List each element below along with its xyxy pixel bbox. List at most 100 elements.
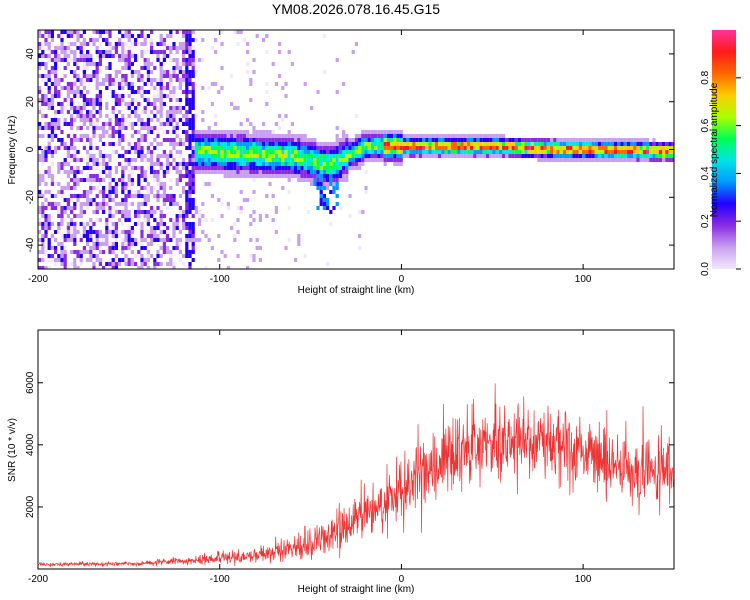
spectrogram-cell xyxy=(127,178,131,182)
spectrogram-cell xyxy=(175,66,179,70)
spectrogram-cell xyxy=(146,62,150,66)
spectrogram-cell xyxy=(294,166,298,170)
spectrogram-cell xyxy=(610,158,614,162)
spectrogram-cell xyxy=(95,210,99,214)
spectrogram-cell xyxy=(351,146,355,150)
spectrogram-cell xyxy=(124,218,128,222)
spectrogram-cell xyxy=(146,34,150,38)
spectrogram-cell xyxy=(73,242,77,246)
spectrogram-cell xyxy=(614,146,618,150)
spectrogram-cell xyxy=(89,178,93,182)
spectrogram-cell xyxy=(92,126,96,130)
spectrogram-cell xyxy=(169,114,173,118)
spectrogram-cell xyxy=(185,102,189,106)
spectrogram-cell xyxy=(47,42,51,46)
spectrogram-cell xyxy=(655,154,659,158)
spectrogram-cell xyxy=(364,170,368,174)
spectrogram-cell xyxy=(127,86,131,90)
spectrogram-cell xyxy=(188,146,192,150)
spectrogram-cell xyxy=(252,130,256,134)
spectrogram-cell xyxy=(338,142,342,146)
spectrogram-cell xyxy=(95,54,99,58)
spectrogram-cell xyxy=(166,226,170,230)
spectrogram-cell xyxy=(479,138,483,142)
spectrogram-cell xyxy=(297,134,301,138)
spectrogram-cell xyxy=(268,174,272,178)
spectrogram-cell xyxy=(492,142,496,146)
spectrogram-cell xyxy=(127,182,131,186)
spectrogram-cell xyxy=(178,70,182,74)
spectrogram-cell xyxy=(118,218,122,222)
spectrogram-cell xyxy=(86,58,90,62)
spectrogram-cell xyxy=(239,210,243,214)
spectrogram-cell xyxy=(527,142,531,146)
colorbar-tick-label: 0.2 xyxy=(700,214,711,228)
spectrogram-cell xyxy=(204,142,208,146)
spectrogram-cell xyxy=(73,118,77,122)
spectrogram-cell xyxy=(182,222,186,226)
spectrogram-cell xyxy=(662,158,666,162)
spectrogram-cell xyxy=(582,154,586,158)
spectrogram-cell xyxy=(63,46,67,50)
spectrogram-cell xyxy=(82,98,86,102)
spectrogram-cell xyxy=(223,254,227,258)
spectrogram-cell xyxy=(156,98,160,102)
spectrogram-cell xyxy=(185,118,189,122)
spectrogram-cell xyxy=(642,138,646,142)
spectrogram-cell xyxy=(396,134,400,138)
spectrogram-cell xyxy=(169,142,173,146)
spectrogram-cell xyxy=(105,238,109,242)
spectrogram-cell xyxy=(79,214,83,218)
spectrogram-cell xyxy=(105,30,109,34)
spectrogram-cell xyxy=(41,74,45,78)
spectrogram-cell xyxy=(188,138,192,142)
spectrogram-cell xyxy=(265,130,269,134)
spectrogram-cell xyxy=(92,62,96,66)
spectrogram-cell xyxy=(70,178,74,182)
spectrogram-cell xyxy=(95,266,99,269)
spectrogram-cell xyxy=(70,50,74,54)
spectrogram-cell xyxy=(89,250,93,254)
spectrogram-cell xyxy=(639,138,643,142)
spectrogram-cell xyxy=(188,50,192,54)
spectrogram-cell xyxy=(620,146,624,150)
spectrogram-cell xyxy=(319,142,323,146)
spectrogram-cell xyxy=(156,118,160,122)
spectrogram-cell xyxy=(127,226,131,230)
spectrogram-cell xyxy=(281,150,285,154)
spectrogram-cell xyxy=(140,150,144,154)
spectrogram-cell xyxy=(143,138,147,142)
spectrogram-cell xyxy=(70,158,74,162)
spectrogram-cell xyxy=(118,98,122,102)
spectrogram-cell xyxy=(380,142,384,146)
spectrogram-cell xyxy=(182,142,186,146)
spectrogram-cell xyxy=(380,130,384,134)
spectrogram-cell xyxy=(265,150,269,154)
spectrogram-cell xyxy=(591,138,595,142)
spectrogram-cell xyxy=(102,162,106,166)
spectrogram-cell xyxy=(86,258,90,262)
spectrogram-cell xyxy=(143,122,147,126)
spectrogram-cell xyxy=(396,142,400,146)
spectrogram-cell xyxy=(156,54,160,58)
spectrogram-cell xyxy=(252,174,256,178)
spectrogram-cell xyxy=(518,150,522,154)
spectrogram-cell xyxy=(127,38,131,42)
spectrogram-cell xyxy=(569,146,573,150)
spectrogram-cell xyxy=(297,242,301,246)
spectrogram-cell xyxy=(655,142,659,146)
spectrogram-cell xyxy=(38,158,42,162)
spectrogram-cell xyxy=(188,70,192,74)
spectrogram-cell xyxy=(383,130,387,134)
spectrogram-cell xyxy=(604,158,608,162)
spectrogram-cell xyxy=(665,146,669,150)
spectrogram-cell xyxy=(262,134,266,138)
spectrogram-cell xyxy=(121,126,125,130)
spectrogram-cell xyxy=(300,158,304,162)
spectrogram-cell xyxy=(130,178,134,182)
spectrogram-cell xyxy=(326,178,330,182)
spectrogram-cell xyxy=(530,142,534,146)
spectrogram-cell xyxy=(204,150,208,154)
spectrogram-cell xyxy=(124,254,128,258)
